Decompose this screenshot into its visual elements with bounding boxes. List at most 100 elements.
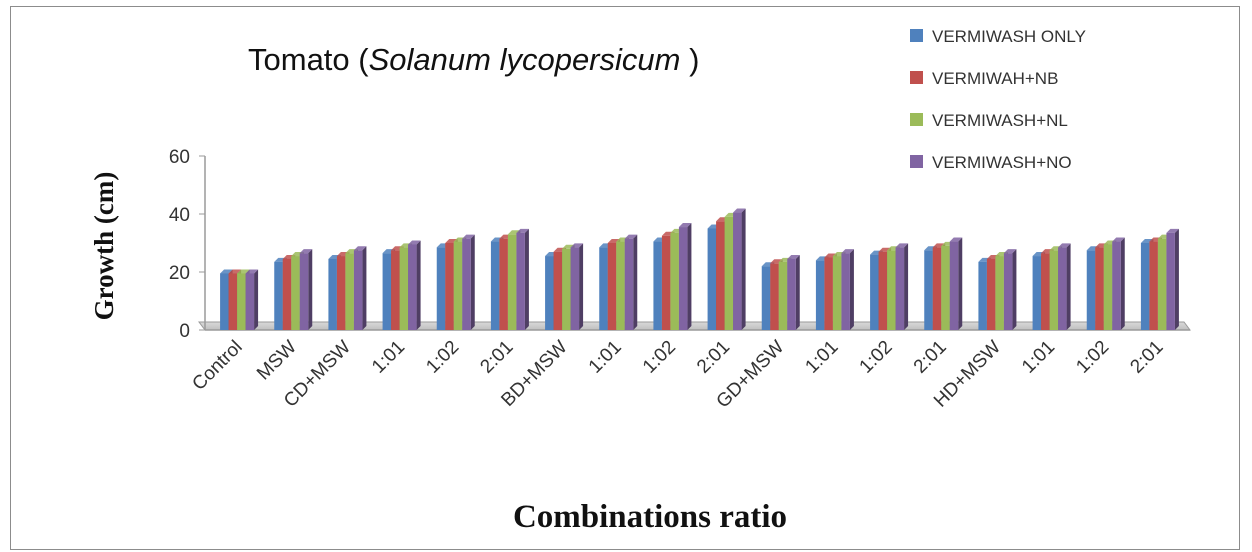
bar-side [1120,237,1125,330]
bar-top [624,234,638,239]
bar-face [761,266,771,330]
legend-item: VERMIWASH+NL [910,111,1068,130]
bar [787,254,800,330]
bar [516,228,529,330]
bar-face [824,257,833,330]
bar-face [895,247,905,330]
y-tick-label: 0 [179,321,190,342]
bar-face [1086,250,1096,330]
bar-top [237,269,250,274]
bar-face [932,247,942,330]
bar-face [490,241,500,330]
bar-side [741,208,746,330]
bar-top [1003,249,1017,254]
bar-side [687,223,692,330]
bar-top [299,249,313,254]
bar-face [1112,241,1121,330]
bar-side [308,249,313,330]
bar [408,240,421,330]
bar-side [416,240,421,330]
bar-face [237,273,246,330]
bar-face [787,258,796,330]
x-tick-label: 1:01 [585,337,626,378]
bar-face [545,256,554,330]
bar-top [1112,237,1125,242]
legend: VERMIWASH ONLY VERMIWAH+NB VERMIWASH+NL VER… [910,27,1086,172]
bar-face [832,256,842,330]
bar [1058,243,1071,330]
bar-side [1012,249,1017,330]
bar-face [770,263,779,330]
y-axis-title: Growth (cm) [89,172,119,321]
bar-face [841,253,850,330]
bar-top [220,269,233,274]
bar [1166,228,1179,330]
bar [1003,249,1017,330]
bar-face [924,250,933,330]
bar-face [336,256,346,330]
bar-face [282,258,292,330]
bar-side [633,234,638,330]
bar-face [815,260,825,330]
bar-face [1095,247,1104,330]
bar-face [995,256,1004,330]
bar-face [499,238,508,330]
bar-face [345,253,354,330]
y-tick-group: 0 20 40 60 [169,147,205,342]
bar-top [949,237,963,242]
bar-top [787,254,800,259]
x-tick-label: 2:01 [476,337,517,378]
bar-top [678,223,692,228]
legend-swatch [910,71,923,84]
bar-face [653,241,662,330]
legend-item: VERMIWASH+NO [910,153,1072,172]
bar-top [516,228,529,233]
legend-swatch [910,113,923,126]
bar-side [958,237,963,330]
legend-swatch [910,155,923,168]
bar-face [607,243,617,330]
bar-face [553,251,563,330]
bar-face [382,253,392,330]
bar [462,234,475,330]
bar-face [328,258,337,330]
bar-face [978,261,987,330]
bar-face [1003,253,1013,330]
legend-item: VERMIWAH+NB [910,69,1058,88]
y-tick-label: 20 [169,263,190,284]
bar-face [245,273,255,330]
bar-side [254,269,259,330]
bar-face [1166,232,1175,330]
x-tick-label: 1:01 [801,337,842,378]
bar-side [579,243,584,330]
bar-top [353,246,367,251]
bar-face [228,273,238,330]
x-tick-label: 1:02 [639,337,680,378]
bar-face [353,250,363,330]
bar-side [362,246,367,330]
bar-top [1166,228,1179,233]
bar-side [1066,243,1071,330]
bar [624,234,638,330]
bar [1112,237,1125,330]
x-tick-label: Control [188,337,246,395]
bar-top [245,269,259,274]
bar-top [228,269,242,274]
bar-side [904,243,909,330]
bar-face [1049,250,1059,330]
bar-top [895,243,909,248]
bar [733,208,746,330]
bar-side [849,249,854,330]
x-tick-label: 2:01 [1126,337,1167,378]
bar-face [870,254,879,330]
bar [841,249,854,330]
bar-face [724,216,734,330]
bar-group [220,208,1179,330]
bar-face [986,258,996,330]
bar-side [470,234,475,330]
bar-face [299,253,309,330]
x-tick-label: 1:02 [1072,337,1113,378]
bar-face [1140,243,1150,330]
